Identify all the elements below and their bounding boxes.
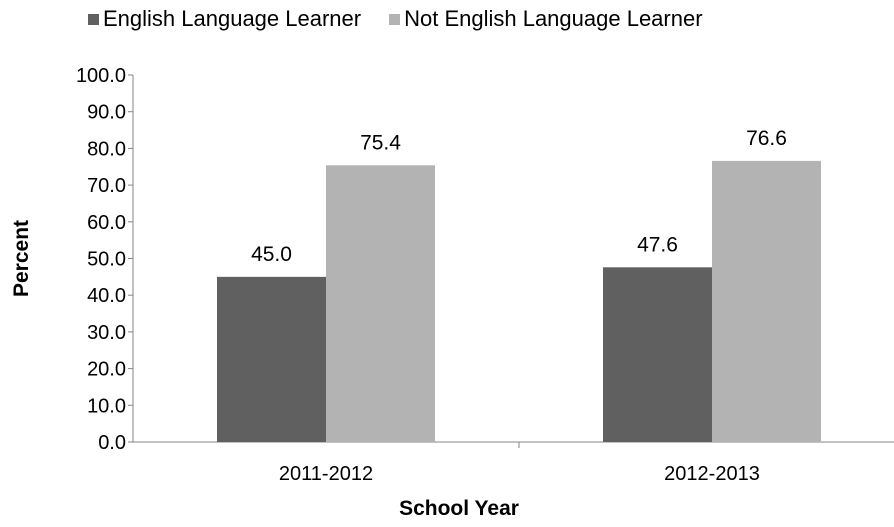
legend-swatch-not-ell bbox=[389, 13, 401, 25]
chart-legend: English Language Learner Not English Lan… bbox=[88, 6, 731, 32]
y-tick-label: 80.0 bbox=[87, 138, 126, 160]
y-tick-label: 60.0 bbox=[87, 212, 126, 234]
legend-label-ell: English Language Learner bbox=[103, 6, 362, 31]
bar-ell-2012-2013 bbox=[603, 267, 712, 442]
y-tick-label: 0.0 bbox=[98, 432, 126, 454]
x-tick-label: 2012-2013 bbox=[664, 463, 760, 485]
legend-item-not-ell: Not English Language Learner bbox=[389, 6, 703, 32]
y-tick-label: 40.0 bbox=[87, 285, 126, 307]
y-tick-label: 90.0 bbox=[87, 102, 126, 124]
bar-not-ell-2011-2012 bbox=[326, 165, 435, 443]
y-tick-label: 10.0 bbox=[87, 395, 126, 417]
x-axis-title: School Year bbox=[399, 497, 519, 520]
y-tick-label: 70.0 bbox=[87, 175, 126, 197]
bar-not-ell-2012-2013 bbox=[712, 160, 821, 443]
y-tick-label: 20.0 bbox=[87, 359, 126, 381]
legend-item-ell: English Language Learner bbox=[88, 6, 361, 32]
y-tick-label: 50.0 bbox=[87, 249, 126, 271]
y-axis-title: Percent bbox=[10, 220, 33, 297]
legend-swatch-ell bbox=[88, 13, 99, 25]
data-label: 45.0 bbox=[251, 243, 292, 266]
x-tick-label: 2011-2012 bbox=[279, 463, 373, 485]
data-label: 75.4 bbox=[360, 131, 401, 154]
legend-label-not-ell: Not English Language Learner bbox=[404, 6, 703, 31]
y-tick-label: 100.0 bbox=[76, 65, 126, 87]
bar-ell-2011-2012 bbox=[217, 276, 326, 442]
data-label: 47.6 bbox=[637, 233, 678, 256]
data-label: 76.6 bbox=[746, 127, 787, 150]
y-tick-label: 30.0 bbox=[87, 322, 126, 344]
